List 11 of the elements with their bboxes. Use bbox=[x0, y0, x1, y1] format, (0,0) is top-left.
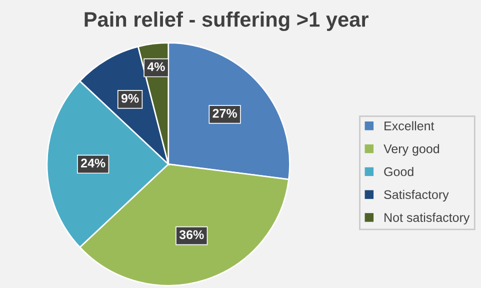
legend-label: Very good bbox=[384, 144, 440, 156]
data-label: 4% bbox=[147, 62, 165, 72]
data-label: 36% bbox=[179, 230, 204, 240]
legend-label: Not satisfactory bbox=[384, 212, 470, 224]
data-label: 24% bbox=[81, 158, 106, 168]
legend-label: Good bbox=[384, 166, 414, 176]
legend-label: Satisfactory bbox=[384, 190, 449, 202]
legend-label: Excellent bbox=[384, 121, 434, 130]
data-label: 9% bbox=[121, 94, 139, 103]
chart-title: Pain relief - suffering >1 year bbox=[84, 12, 368, 32]
data-label: 27% bbox=[212, 108, 237, 118]
